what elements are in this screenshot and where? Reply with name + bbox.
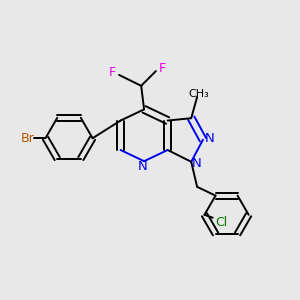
Text: Cl: Cl <box>215 216 227 229</box>
Text: N: N <box>192 157 201 170</box>
Text: N: N <box>138 160 148 173</box>
Text: F: F <box>159 62 166 75</box>
Text: Br: Br <box>20 132 34 145</box>
Text: N: N <box>205 132 214 145</box>
Text: CH₃: CH₃ <box>188 89 209 99</box>
Text: F: F <box>109 66 116 79</box>
